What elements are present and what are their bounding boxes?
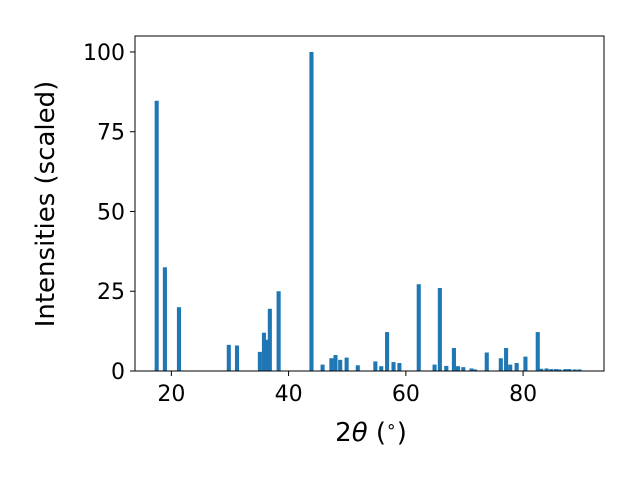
bar [276,291,281,371]
bar [333,355,338,371]
bar [549,369,554,371]
x-tick-label: 20 [157,382,185,407]
bar [416,284,421,371]
y-tick-label: 75 [97,121,125,146]
bar [567,369,572,371]
bars-group [154,51,582,372]
bar [577,369,582,371]
bar [437,288,442,371]
bar [320,364,325,371]
bar [451,348,456,371]
bar [523,356,528,371]
bar [373,361,378,371]
x-tick-label: 40 [275,382,303,407]
bar [444,365,449,371]
bar [557,369,562,371]
y-axis-ticks: 0 25 50 75 100 [83,41,135,385]
x-tick-label: 60 [392,382,420,407]
y-tick-label: 0 [111,360,125,385]
bar [154,100,159,372]
bar [469,368,474,371]
y-tick-label: 100 [83,41,125,66]
bar [261,332,267,371]
bar [484,352,489,371]
bar [504,348,509,371]
bar [162,267,167,371]
x-tick-label: 80 [509,382,537,407]
y-axis-label: Intensities (scaled) [31,81,61,328]
x-axis-ticks: 20 40 60 80 [157,371,537,407]
bar [508,364,513,371]
bar [455,366,461,371]
bar [226,344,231,371]
bar [257,351,262,371]
bar [472,369,478,371]
axes-frame [134,35,605,372]
x-axis-label: 2θ (∘) [335,417,407,448]
bar [514,363,519,371]
bar [234,345,240,371]
bar [563,369,568,371]
bar [338,359,343,371]
bar [539,368,544,371]
bar [572,369,577,371]
bar [461,367,466,371]
plot-area-frame [134,35,605,372]
bar [329,358,334,371]
bar [355,365,360,371]
bar [397,363,402,371]
bar [385,332,390,371]
bar [535,332,540,371]
bar [344,357,349,371]
bar [553,369,558,371]
bar [379,366,384,371]
bar [432,364,437,371]
bar [544,368,549,371]
bar [267,308,272,371]
bar [264,339,269,371]
bar [309,51,314,371]
bar [176,307,182,371]
y-tick-label: 25 [97,280,125,305]
y-tick-label: 50 [97,200,125,225]
bar [391,362,396,371]
bar [498,358,503,371]
